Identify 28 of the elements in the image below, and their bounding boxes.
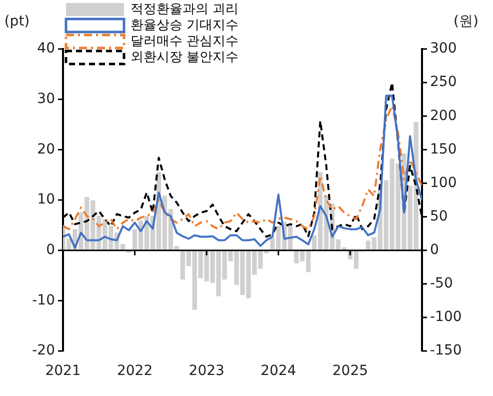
y-tick-label: 10 [37, 192, 55, 208]
y2-axis-title: (원) [454, 14, 478, 30]
legend-label: 달러매수 관심지수 [130, 34, 239, 49]
y-tick-label: 0 [46, 242, 55, 258]
y-tick-label: 40 [37, 40, 55, 57]
x-tick-label: 2024 [260, 363, 296, 380]
x-tick-label: 2022 [116, 363, 153, 380]
x-tick-label: 2025 [332, 363, 368, 380]
y-tick-label: 20 [37, 141, 55, 158]
y2-tick-label: 0 [430, 242, 439, 258]
y2-tick-label: 50 [430, 208, 448, 224]
y2-tick-label: 250 [430, 74, 457, 90]
y2-tick-label: 200 [430, 108, 457, 124]
y-tick-label: -10 [32, 292, 55, 308]
legend-label: 환율상승 기대지수 [130, 18, 239, 33]
y2-tick-label: -100 [430, 309, 462, 326]
x-tick-label: 2023 [188, 363, 224, 380]
y2-tick-label: 100 [430, 174, 457, 191]
legend-label: 적정환율과의 괴리 [130, 2, 239, 17]
y-tick-label: 30 [37, 90, 55, 107]
y2-tick-label: -150 [430, 342, 462, 359]
y2-tick-label: -50 [430, 276, 453, 292]
y-axis-title: (pt) [4, 14, 30, 30]
x-tick-label: 2021 [45, 363, 81, 380]
y2-tick-label: 150 [430, 141, 457, 158]
legend-label: 외환시장 불안지수 [130, 50, 239, 65]
y2-tick-label: 300 [430, 40, 457, 57]
y-tick-label: -20 [32, 342, 55, 359]
